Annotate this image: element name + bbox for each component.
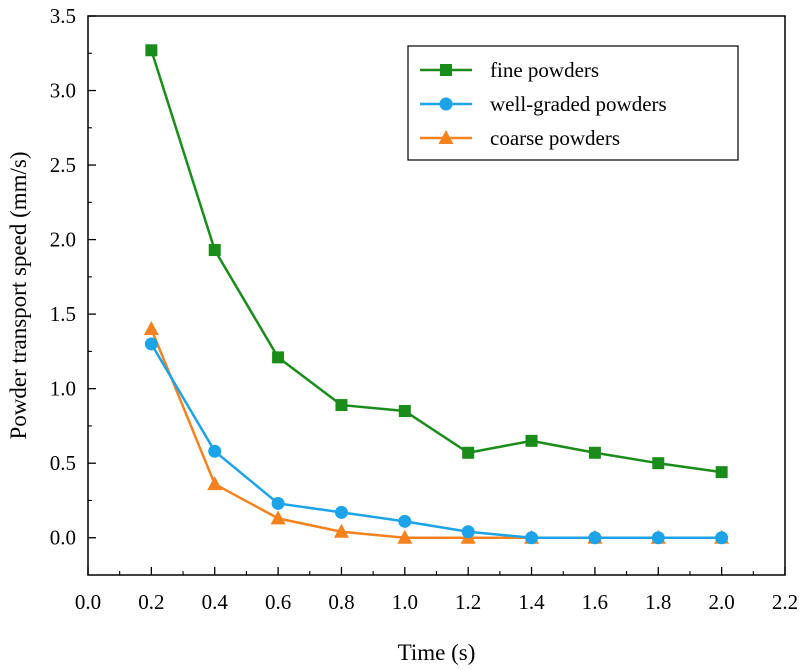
data-point: [462, 446, 475, 459]
data-point: [525, 531, 539, 545]
legend-label: well-graded powders: [490, 92, 667, 116]
legend-marker: [438, 130, 454, 144]
data-point: [651, 531, 665, 545]
data-point: [271, 496, 285, 510]
x-tick-label: 2.2: [772, 590, 798, 614]
data-point: [588, 531, 602, 545]
data-point: [588, 446, 601, 459]
data-point: [333, 523, 349, 538]
x-tick-label: 0.0: [75, 590, 101, 614]
x-tick-label: 1.2: [455, 590, 481, 614]
legend-label: coarse powders: [490, 126, 620, 150]
x-tick-label: 1.4: [518, 590, 545, 614]
series-line: [150, 343, 722, 539]
series-line: [150, 49, 722, 474]
data-point: [143, 321, 159, 336]
legend-label: fine powders: [490, 58, 599, 82]
y-tick-label: 2.5: [50, 153, 76, 177]
x-tick-label: 0.6: [265, 590, 291, 614]
data-point: [398, 405, 411, 418]
data-point: [208, 444, 222, 458]
data-point: [334, 505, 348, 519]
series-fine-powders: [145, 44, 728, 479]
data-point: [715, 531, 729, 545]
data-point: [398, 514, 412, 528]
data-point: [715, 466, 728, 479]
x-tick-label: 0.8: [328, 590, 354, 614]
y-tick-label: 1.0: [50, 377, 76, 401]
x-tick-label: 0.2: [138, 590, 164, 614]
data-point: [207, 476, 223, 491]
data-point: [270, 510, 286, 525]
data-point: [145, 44, 158, 57]
data-point: [144, 337, 158, 351]
legend-marker: [440, 64, 452, 76]
x-tick-label: 1.8: [645, 590, 671, 614]
data-point: [272, 351, 285, 364]
y-tick-label: 2.0: [50, 228, 76, 252]
x-tick-label: 2.0: [709, 590, 735, 614]
y-tick-label: 0.5: [50, 451, 76, 475]
data-point: [525, 434, 538, 447]
y-tick-label: 3.5: [50, 4, 76, 28]
data-point: [335, 399, 348, 412]
x-tick-label: 1.6: [582, 590, 608, 614]
x-tick-label: 1.0: [392, 590, 418, 614]
data-point: [397, 529, 413, 544]
data-point: [208, 244, 221, 257]
y-tick-label: 0.0: [50, 526, 76, 550]
x-axis-title: Time (s): [398, 640, 476, 665]
y-tick-label: 3.0: [50, 79, 76, 103]
data-point: [461, 525, 475, 539]
y-tick-label: 1.5: [50, 302, 76, 326]
x-tick-label: 0.4: [202, 590, 229, 614]
y-axis-title: Powder transport speed (mm/s): [6, 151, 31, 439]
series-well-graded-powders: [144, 337, 729, 545]
legend-marker: [439, 97, 453, 111]
data-point: [652, 457, 665, 470]
